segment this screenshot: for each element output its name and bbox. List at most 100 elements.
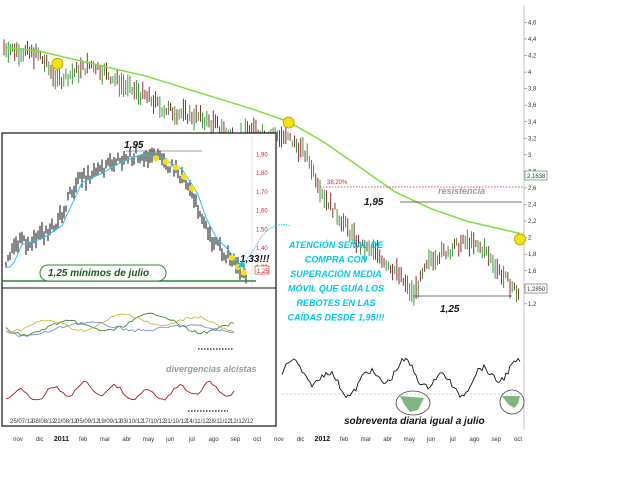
x-tick-label: ago: [470, 437, 481, 443]
x-tick-label: oct: [514, 437, 522, 443]
y-tick-label: 2,6: [528, 186, 537, 192]
x-tick-label: dic: [36, 437, 44, 443]
inset-signal-dot: [153, 155, 159, 162]
signal-callout-line: REBOTES EN LAS: [296, 298, 375, 308]
signal-callout-line: ATENCIÓN SEÑAL DE: [288, 239, 384, 250]
x-tick-label: jul: [449, 437, 456, 443]
x-tick-label: ago: [209, 437, 220, 443]
x-tick-label: may: [404, 437, 415, 443]
moving-average-line: [3, 46, 521, 235]
ma-price-box: [524, 170, 548, 181]
inset-high-label: 1,95: [124, 140, 144, 151]
y-tick-label: 1,2: [528, 302, 537, 308]
signal-dot: [282, 116, 295, 129]
y-tick-label: 3,4: [528, 120, 537, 126]
callout-arrowhead: [238, 260, 245, 268]
inset-moving-average: [6, 153, 247, 271]
x-tick-label: jul: [188, 437, 195, 443]
y-tick-label: 3,6: [528, 103, 537, 109]
x-tick-label: nov: [13, 437, 23, 443]
oscillator-line: [281, 357, 521, 399]
x-tick-label: may: [143, 437, 154, 443]
oversold-circle-2: [499, 389, 525, 415]
oversold-label: sobreventa diaria igual a julio: [344, 416, 485, 427]
price-box: [524, 283, 548, 294]
y-tick-label: 4,2: [528, 54, 537, 60]
y-tick-label: 3,2: [528, 136, 537, 142]
fibo-label: 38,20%: [327, 180, 348, 186]
inset-y-tick-label: 1,50: [256, 227, 268, 233]
x-tick-label: jun: [165, 437, 174, 443]
inset-signal-dot: [189, 185, 195, 192]
x-tick-label: mar: [100, 437, 110, 443]
inset-signal-dot: [173, 164, 179, 171]
oversold-circle-1: [395, 390, 431, 416]
signal-callout-line: COMPRA CON: [305, 255, 368, 265]
inset-price-marker: 1,25: [257, 269, 269, 275]
price-marker: 1,2850: [527, 287, 546, 293]
ma-price-marker: 2,1638: [527, 174, 546, 180]
resistance-label: resistencia: [438, 186, 485, 196]
x-tick-label: sep: [231, 437, 241, 443]
x-tick-label: feb: [340, 437, 349, 443]
inset-x-tick-label: 12/12/12: [230, 419, 254, 425]
inset-x-tick-label: 22/08/12: [54, 419, 78, 425]
inset-y-tick-label: 1,70: [256, 190, 268, 196]
inset-x-tick-label: 14/11/12: [186, 419, 210, 425]
x-tick-label: abr: [122, 437, 131, 443]
oversold-fill-2: [502, 396, 520, 408]
inset-y-tick-label: 1,90: [256, 152, 268, 158]
y-tick-label: 4: [528, 70, 532, 76]
y-tick-label: 4,4: [528, 37, 537, 43]
x-tick-label: feb: [79, 437, 88, 443]
signal-dot: [514, 233, 526, 246]
inset-price-box: [254, 265, 270, 275]
y-tick-label: 1,6: [528, 269, 537, 275]
x-tick-label: jun: [426, 437, 435, 443]
x-tick-label: 2012: [315, 436, 331, 443]
divergence-label: divergencias alcistas: [166, 364, 257, 374]
inset-x-tick-label: 03/10/12: [120, 419, 144, 425]
x-tick-label: nov: [274, 437, 284, 443]
inset-support-badge: [39, 264, 167, 282]
inset-signal-dot: [241, 269, 247, 276]
y-tick-label: 2,4: [528, 203, 537, 209]
inset-indicator-2: [5, 380, 235, 401]
inset-signal-dot: [229, 254, 235, 261]
inset-y-tick-label: 1,80: [256, 171, 268, 177]
x-tick-label: 2011: [54, 436, 69, 443]
x-tick-label: oct: [253, 437, 261, 443]
x-tick-label: sep: [491, 437, 501, 443]
inset-x-tick-label: 25/07/12: [10, 419, 34, 425]
signal-callout-line: SUPERACIÓN MEDIA: [290, 268, 382, 279]
inset-x-tick-label: 31/10/12: [164, 419, 188, 425]
y-tick-label: 3,8: [528, 87, 537, 93]
level-high-label: 1,95: [364, 197, 384, 208]
level-low-label: 1,25: [440, 304, 460, 315]
inset-x-tick-label: 19/09/12: [98, 419, 122, 425]
y-tick-label: 1,8: [528, 252, 537, 258]
inset-x-ticks: 25/07/1208/08/1222/08/1205/09/1219/09/12…: [10, 419, 254, 425]
inset-y-tick-label: 1,40: [256, 246, 268, 252]
y-tick-label: 3: [528, 153, 532, 159]
signal-callout-line: CAÍDAS DESDE 1,95!!!: [287, 313, 384, 323]
signal-callout-line: MÓVIL QUE GUÍA LOS: [288, 283, 384, 294]
y-tick-label: 2: [528, 236, 532, 242]
signal-dots: [51, 57, 526, 246]
x-tick-label: abr: [383, 437, 392, 443]
inset-y-tick-label: 1,60: [256, 209, 268, 215]
inset-panel: 1,901,801,701,601,501,401,30 1,95 1,25 m…: [1, 132, 277, 427]
inset-signal-dots: [153, 155, 247, 276]
inset-x-tick-label: 28/11/12: [208, 419, 232, 425]
y-tick-label: 2,2: [528, 219, 537, 225]
inset-signal-dot: [163, 158, 169, 165]
inset-low-label: 1,33!!!: [240, 254, 270, 265]
signal-callout: ATENCIÓN SEÑAL DE COMPRA CON SUPERACIÓN ME…: [287, 239, 384, 323]
oscillator-panel: sobreventa diaria igual a julio: [281, 357, 525, 427]
x-axis-ticks: nov dic 2011 feb mar abr may jun jul ago sep oct nov…: [13, 436, 522, 443]
callout-arrow: [239, 224, 291, 267]
inset-indicator-1b: [5, 321, 235, 337]
x-tick-label: dic: [297, 437, 305, 443]
inset-x-tick-label: 05/09/12: [76, 419, 100, 425]
